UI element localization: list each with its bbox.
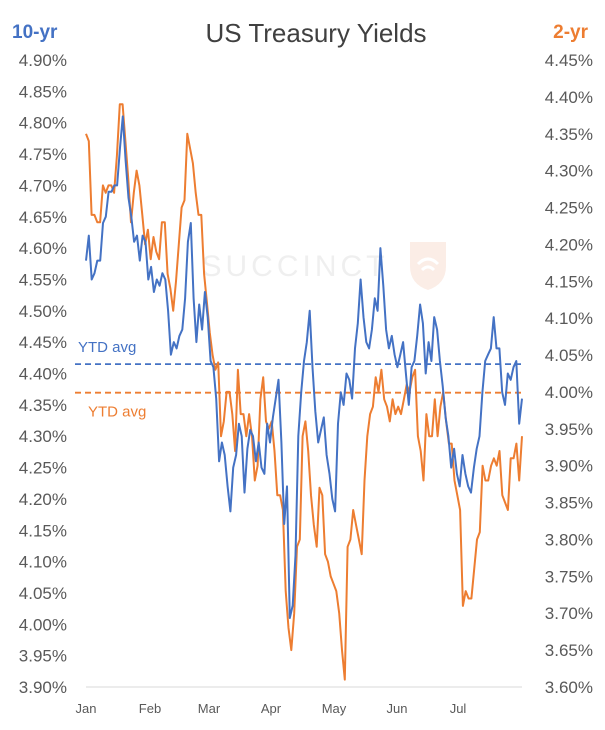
right-tick-label: 4.30% (545, 162, 593, 181)
left-tick-label: 4.70% (19, 176, 67, 195)
right-tick-label: 3.60% (545, 678, 593, 697)
month-label-jan: Jan (76, 701, 97, 716)
left-axis-label: 10-yr (12, 22, 58, 43)
left-tick-label: 4.60% (19, 239, 67, 258)
left-tick-label: 4.55% (19, 270, 67, 289)
left-tick-label: 4.45% (19, 333, 67, 352)
month-label-apr: Apr (261, 701, 282, 716)
right-tick-label: 3.90% (545, 457, 593, 476)
left-tick-label: 4.30% (19, 427, 67, 446)
left-tick-label: 3.90% (19, 678, 67, 697)
left-tick-label: 4.50% (19, 302, 67, 321)
left-tick-label: 4.20% (19, 490, 67, 509)
month-label-jul: Jul (450, 701, 467, 716)
right-tick-label: 4.25% (545, 199, 593, 218)
left-tick-label: 4.65% (19, 208, 67, 227)
watermark-text: SUCCINCT (202, 250, 389, 283)
right-tick-label: 3.85% (545, 494, 593, 513)
right-tick-label: 4.10% (545, 309, 593, 328)
chart-title: US Treasury Yields (205, 18, 426, 48)
right-tick-label: 4.15% (545, 272, 593, 291)
watermark-logo-icon (410, 242, 446, 290)
right-tick-label: 4.05% (545, 346, 593, 365)
watermark: SUCCINCT (202, 242, 446, 290)
ytd-average-lines: YTD avg YTD avg (75, 339, 522, 421)
right-axis-label: 2-yr (553, 22, 588, 43)
left-tick-label: 4.15% (19, 521, 67, 540)
left-tick-label: 4.00% (19, 615, 67, 634)
right-tick-label: 4.45% (545, 51, 593, 70)
left-tick-label: 4.05% (19, 584, 67, 603)
right-tick-label: 3.95% (545, 420, 593, 439)
ten-year-avg-label: YTD avg (78, 339, 136, 356)
right-axis-ticks: 4.45% 4.40% 4.35% 4.30% 4.25% 4.20% 4.15% 4.10%… (545, 51, 593, 697)
ten-year-yield-line (85, 115, 523, 619)
right-tick-label: 3.70% (545, 604, 593, 623)
left-tick-label: 3.95% (19, 647, 67, 666)
month-label-mar: Mar (198, 701, 221, 716)
right-tick-label: 3.65% (545, 641, 593, 660)
left-tick-label: 4.90% (19, 51, 67, 70)
right-tick-label: 3.80% (545, 530, 593, 549)
x-axis-month-labels: Jan Feb Mar Apr May Jun Jul (76, 701, 467, 716)
left-tick-label: 4.80% (19, 114, 67, 133)
right-tick-label: 3.75% (545, 567, 593, 586)
left-tick-label: 4.35% (19, 396, 67, 415)
two-year-avg-label: YTD avg (88, 404, 146, 421)
right-tick-label: 4.20% (545, 235, 593, 254)
right-tick-label: 4.35% (545, 125, 593, 144)
left-tick-label: 4.75% (19, 145, 67, 164)
month-label-feb: Feb (139, 701, 161, 716)
left-tick-label: 4.85% (19, 82, 67, 101)
month-label-jun: Jun (387, 701, 408, 716)
left-tick-label: 4.10% (19, 553, 67, 572)
right-tick-label: 4.40% (545, 88, 593, 107)
month-label-may: May (322, 701, 347, 716)
right-tick-label: 4.00% (545, 383, 593, 402)
left-tick-label: 4.25% (19, 459, 67, 478)
left-axis-ticks: 4.90% 4.85% 4.80% 4.75% 4.70% 4.65% 4.60% 4.55%… (19, 51, 67, 697)
series-lines (85, 103, 523, 681)
left-tick-label: 4.40% (19, 365, 67, 384)
